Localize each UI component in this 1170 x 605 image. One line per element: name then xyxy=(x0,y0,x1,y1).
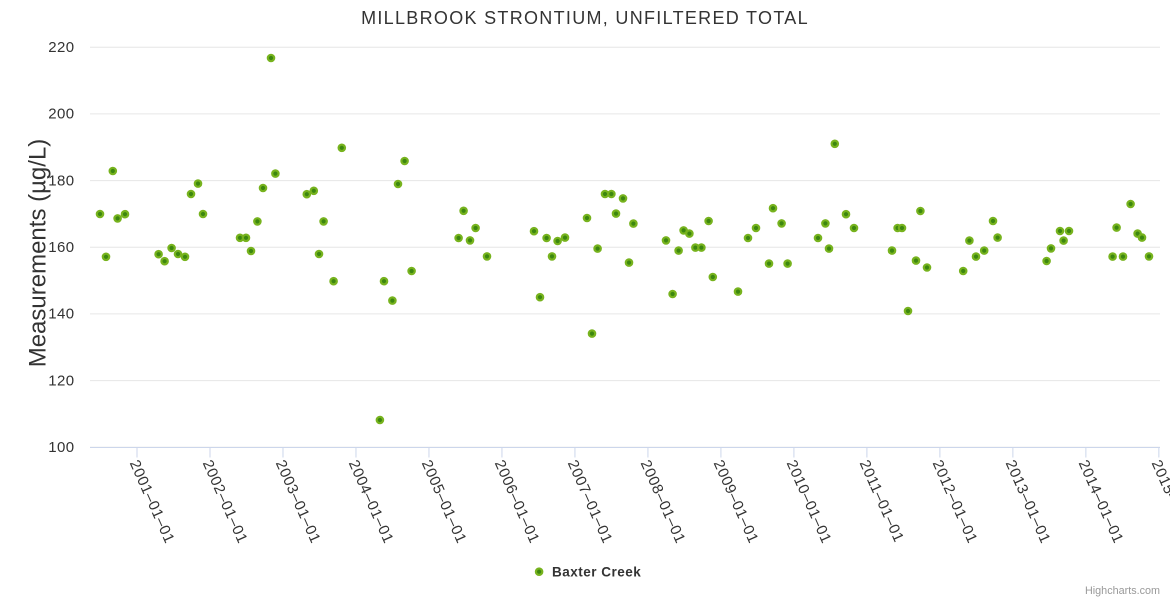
svg-text:Measurements (µg/L): Measurements (µg/L) xyxy=(25,139,52,368)
svg-text:Baxter Creek: Baxter Creek xyxy=(552,565,641,580)
svg-text:200: 200 xyxy=(48,106,74,123)
svg-text:140: 140 xyxy=(48,306,74,323)
svg-text:180: 180 xyxy=(48,172,74,189)
svg-text:100: 100 xyxy=(48,439,74,456)
svg-text:220: 220 xyxy=(48,39,74,56)
svg-text:Highcharts.com: Highcharts.com xyxy=(1085,585,1160,597)
svg-text:160: 160 xyxy=(48,239,74,256)
svg-text:MILLBROOK STRONTIUM, UNFILTERE: MILLBROOK STRONTIUM, UNFILTERED TOTAL xyxy=(361,8,809,28)
svg-text:120: 120 xyxy=(48,372,74,389)
